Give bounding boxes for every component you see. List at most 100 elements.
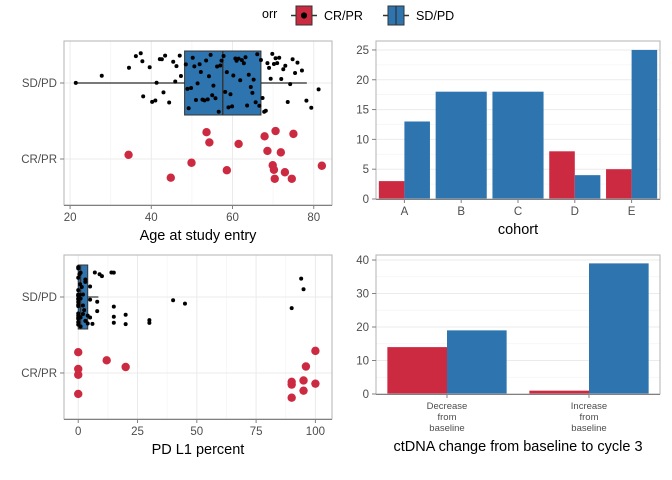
data-point-sd-pd	[213, 96, 218, 101]
data-point-sd-pd	[288, 82, 293, 87]
data-point-sd-pd	[195, 81, 200, 86]
y-tick-label-20: 20	[356, 75, 369, 87]
y-tick-label-40: 40	[356, 255, 369, 267]
x-tick-label-40: 40	[145, 212, 158, 224]
data-point-cr-pr	[74, 389, 83, 399]
data-point-cr-pr	[260, 132, 269, 141]
bar-sd-pd-c[interactable]	[492, 91, 544, 199]
data-point-sd-pd	[293, 70, 298, 75]
panel-ctdna-y-axis: 0 10 20 30 40	[356, 255, 376, 401]
panel-pdl1-background	[64, 255, 332, 419]
data-point-sd-pd	[182, 301, 187, 306]
data-point-sd-pd	[183, 62, 188, 67]
panel-pdl1-x-axis-title: PD L1 percent	[152, 442, 245, 458]
panel-age-x-axis: 20 40 60 80	[64, 205, 332, 224]
bar-sd-pd-b[interactable]	[435, 91, 487, 199]
data-point-cr-pr	[289, 129, 298, 139]
y-tick-label-5: 5	[363, 164, 369, 176]
data-point-sd-pd	[243, 55, 248, 60]
data-point-sd-pd	[133, 54, 138, 59]
panel-pdl1-y-axis: CR/PR SD/PD	[21, 292, 64, 380]
x-tick-label-75: 75	[250, 426, 263, 438]
data-point-sd-pd	[111, 320, 116, 325]
x-tick-label-line: from	[580, 412, 599, 423]
x-tick-label-line: Increase	[571, 401, 607, 412]
data-point-sd-pd	[283, 63, 288, 68]
y-tick-label-sd-pd: SD/PD	[22, 292, 57, 304]
data-point-sd-pd	[239, 58, 244, 63]
legend-key-sd-pd[interactable]: SD/PD	[383, 5, 454, 27]
y-tick-label-sd-pd: SD/PD	[22, 78, 57, 90]
panel-pdl1-points	[74, 265, 320, 402]
data-point-sd-pd	[211, 83, 216, 88]
panel-cohort-y-axis: 0 5 10 15 20 25	[356, 45, 376, 206]
data-point-sd-pd	[99, 73, 104, 78]
data-point-cr-pr	[270, 174, 279, 183]
data-point-sd-pd	[255, 52, 260, 57]
data-point-sd-pd	[167, 100, 172, 105]
bar-sd-pd-d[interactable]	[574, 175, 601, 200]
data-point-sd-pd	[76, 300, 81, 305]
data-point-cr-pr	[234, 139, 243, 149]
data-point-sd-pd	[267, 65, 272, 70]
data-point-sd-pd	[279, 77, 284, 82]
legend-title: orr	[262, 7, 277, 21]
data-point-sd-pd	[289, 306, 294, 311]
data-point-sd-pd	[241, 61, 246, 66]
data-point-sd-pd	[219, 58, 224, 63]
data-point-cr-pr	[280, 168, 290, 177]
data-point-sd-pd	[228, 92, 233, 97]
data-point-sd-pd	[78, 315, 83, 320]
bar-cr-pr-increase[interactable]	[529, 390, 589, 395]
data-point-sd-pd	[83, 277, 88, 282]
bar-sd-pd-a[interactable]	[404, 121, 430, 200]
data-point-sd-pd	[263, 108, 268, 113]
data-point-sd-pd	[186, 106, 191, 111]
bar-sd-pd-decrease[interactable]	[447, 330, 507, 395]
data-point-sd-pd	[246, 72, 251, 77]
x-tick-label-e: E	[628, 206, 636, 218]
data-point-sd-pd	[265, 61, 270, 66]
data-point-cr-pr	[276, 148, 286, 157]
data-point-sd-pd	[95, 299, 100, 304]
legend-label-sd-pd: SD/PD	[416, 9, 454, 23]
data-point-sd-pd	[76, 320, 81, 325]
data-point-cr-pr	[166, 173, 175, 182]
bar-sd-pd-e[interactable]	[631, 49, 658, 200]
data-point-cr-pr	[102, 356, 111, 365]
data-point-sd-pd	[88, 284, 93, 289]
data-point-sd-pd	[290, 57, 295, 62]
data-point-sd-pd	[226, 105, 231, 110]
data-point-sd-pd	[230, 104, 235, 109]
data-point-sd-pd	[250, 90, 255, 95]
bar-cr-pr-a[interactable]	[378, 181, 405, 200]
data-point-sd-pd	[285, 99, 290, 104]
data-point-cr-pr	[311, 346, 320, 356]
legend-label-cr-pr: CR/PR	[324, 9, 363, 23]
bar-sd-pd-increase[interactable]	[589, 263, 649, 395]
data-point-sd-pd	[174, 64, 179, 69]
data-point-cr-pr	[311, 379, 320, 388]
data-point-sd-pd	[83, 318, 88, 323]
data-point-sd-pd	[76, 302, 81, 307]
data-point-cr-pr	[205, 138, 214, 147]
data-point-sd-pd	[202, 98, 207, 103]
data-point-sd-pd	[238, 78, 243, 83]
data-point-sd-pd	[123, 312, 128, 317]
data-point-sd-pd	[248, 85, 253, 90]
bar-cr-pr-decrease[interactable]	[387, 347, 447, 394]
data-point-sd-pd	[141, 94, 146, 99]
y-tick-label-10: 10	[356, 356, 369, 368]
data-point-sd-pd	[208, 52, 213, 57]
data-point-sd-pd	[295, 60, 300, 65]
data-point-sd-pd	[140, 59, 145, 64]
data-point-sd-pd	[76, 288, 81, 293]
y-tick-label-0: 0	[363, 389, 369, 401]
data-point-cr-pr	[187, 158, 196, 167]
bar-cr-pr-e[interactable]	[606, 169, 632, 199]
panel-cohort-x-axis-title: cohort	[498, 222, 538, 238]
legend-key-cr-pr[interactable]: CR/PR	[291, 5, 363, 27]
bar-cr-pr-d[interactable]	[549, 151, 575, 200]
